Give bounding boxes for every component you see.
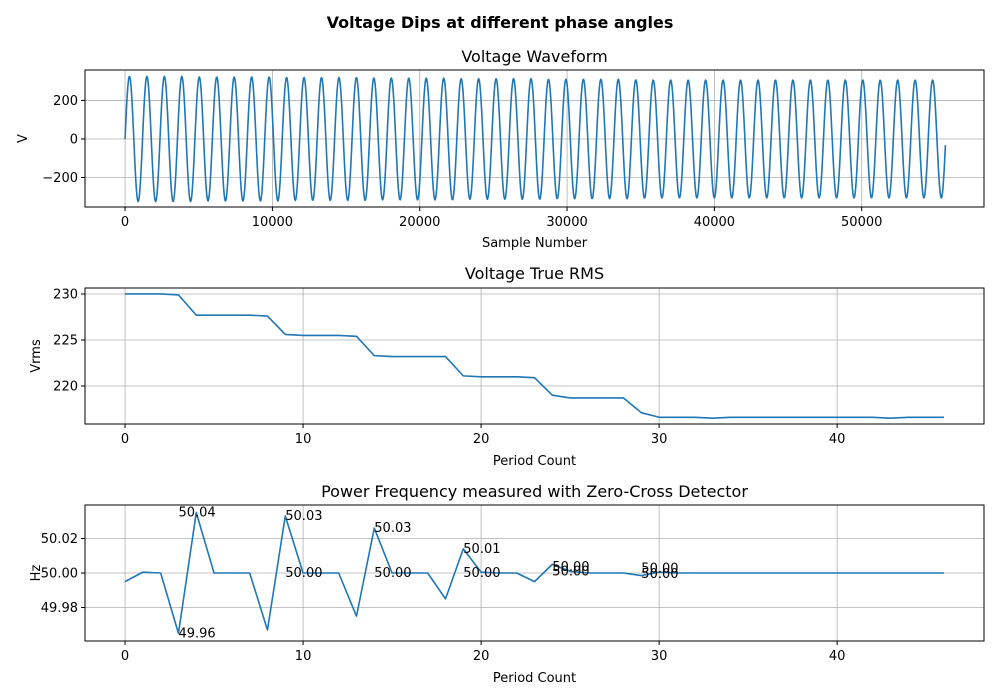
rms-xlabel: Period Count [493, 454, 576, 469]
waveform-ytick-label: 0 [70, 132, 78, 147]
frequency-xtick-label: 40 [829, 649, 846, 664]
frequency-ytick-label: 50.02 [41, 532, 78, 547]
frequency-annotation: 50.01 [463, 542, 500, 557]
frequency-annotation: 50.04 [178, 506, 215, 521]
frequency-xtick-label: 30 [651, 649, 668, 664]
frequency-annotation: 50.00 [463, 566, 500, 581]
rms-title: Voltage True RMS [465, 264, 604, 283]
figure-suptitle: Voltage Dips at different phase angles [327, 13, 674, 32]
rms-xtick-label: 0 [121, 432, 129, 447]
waveform-title: Voltage Waveform [461, 47, 607, 66]
frequency-xtick-label: 20 [473, 649, 490, 664]
frequency-frame [84, 504, 985, 642]
waveform-axes: Voltage Waveform 0 10000 20000 30000 40000 500… [16, 47, 985, 251]
frequency-axes: Power Frequency measured with Zero-Cross… [29, 482, 985, 686]
waveform-xtick-label: 20000 [399, 215, 440, 230]
waveform-xlabel: Sample Number [482, 236, 588, 251]
frequency-xtick-label: 10 [295, 649, 312, 664]
rms-ytick-label: 230 [53, 287, 78, 302]
waveform-xtick-label: 10000 [252, 215, 293, 230]
waveform-series-line [124, 75, 947, 203]
waveform-xtick-label: 40000 [694, 215, 735, 230]
frequency-xtick-label: 0 [121, 649, 129, 664]
rms-ytick-label: 225 [53, 333, 78, 348]
frequency-title: Power Frequency measured with Zero-Cross… [321, 482, 748, 501]
rms-ylabel: Vrms [29, 339, 44, 373]
frequency-ytick-label: 49.98 [41, 601, 78, 616]
waveform-xtick-label: 0 [121, 215, 129, 230]
rms-ytick-label: 220 [53, 379, 78, 394]
rms-xtick-label: 20 [473, 432, 490, 447]
rms-xtick-label: 10 [295, 432, 312, 447]
rms-xtick-label: 30 [651, 432, 668, 447]
frequency-annotation: 50.00 [374, 566, 411, 581]
waveform-xtick-label: 50000 [841, 215, 882, 230]
frequency-annotation: 50.00 [641, 567, 678, 582]
frequency-xlabel: Period Count [493, 671, 576, 686]
frequency-ytick-label: 50.00 [41, 567, 78, 582]
frequency-annotation: 50.00 [552, 560, 589, 575]
waveform-ylabel: V [16, 134, 31, 143]
rms-axes: Voltage True RMS 0 10 20 30 40 220 225 230 Period… [29, 264, 985, 469]
rms-series-line [125, 293, 944, 420]
frequency-annotation: 49.96 [178, 626, 215, 641]
frequency-annotation: 50.03 [374, 521, 411, 536]
frequency-annotation: 50.00 [552, 564, 589, 579]
waveform-frame [84, 69, 985, 208]
frequency-ylabel: Hz [29, 565, 44, 582]
waveform-ytick-label: −200 [42, 171, 78, 186]
frequency-annotation: 50.00 [641, 562, 678, 577]
rms-frame [84, 287, 985, 425]
waveform-ytick-label: 200 [53, 94, 78, 109]
waveform-xtick-label: 30000 [546, 215, 587, 230]
frequency-annotation: 50.00 [285, 566, 322, 581]
rms-xtick-label: 40 [829, 432, 846, 447]
frequency-annotation: 50.03 [285, 509, 322, 524]
